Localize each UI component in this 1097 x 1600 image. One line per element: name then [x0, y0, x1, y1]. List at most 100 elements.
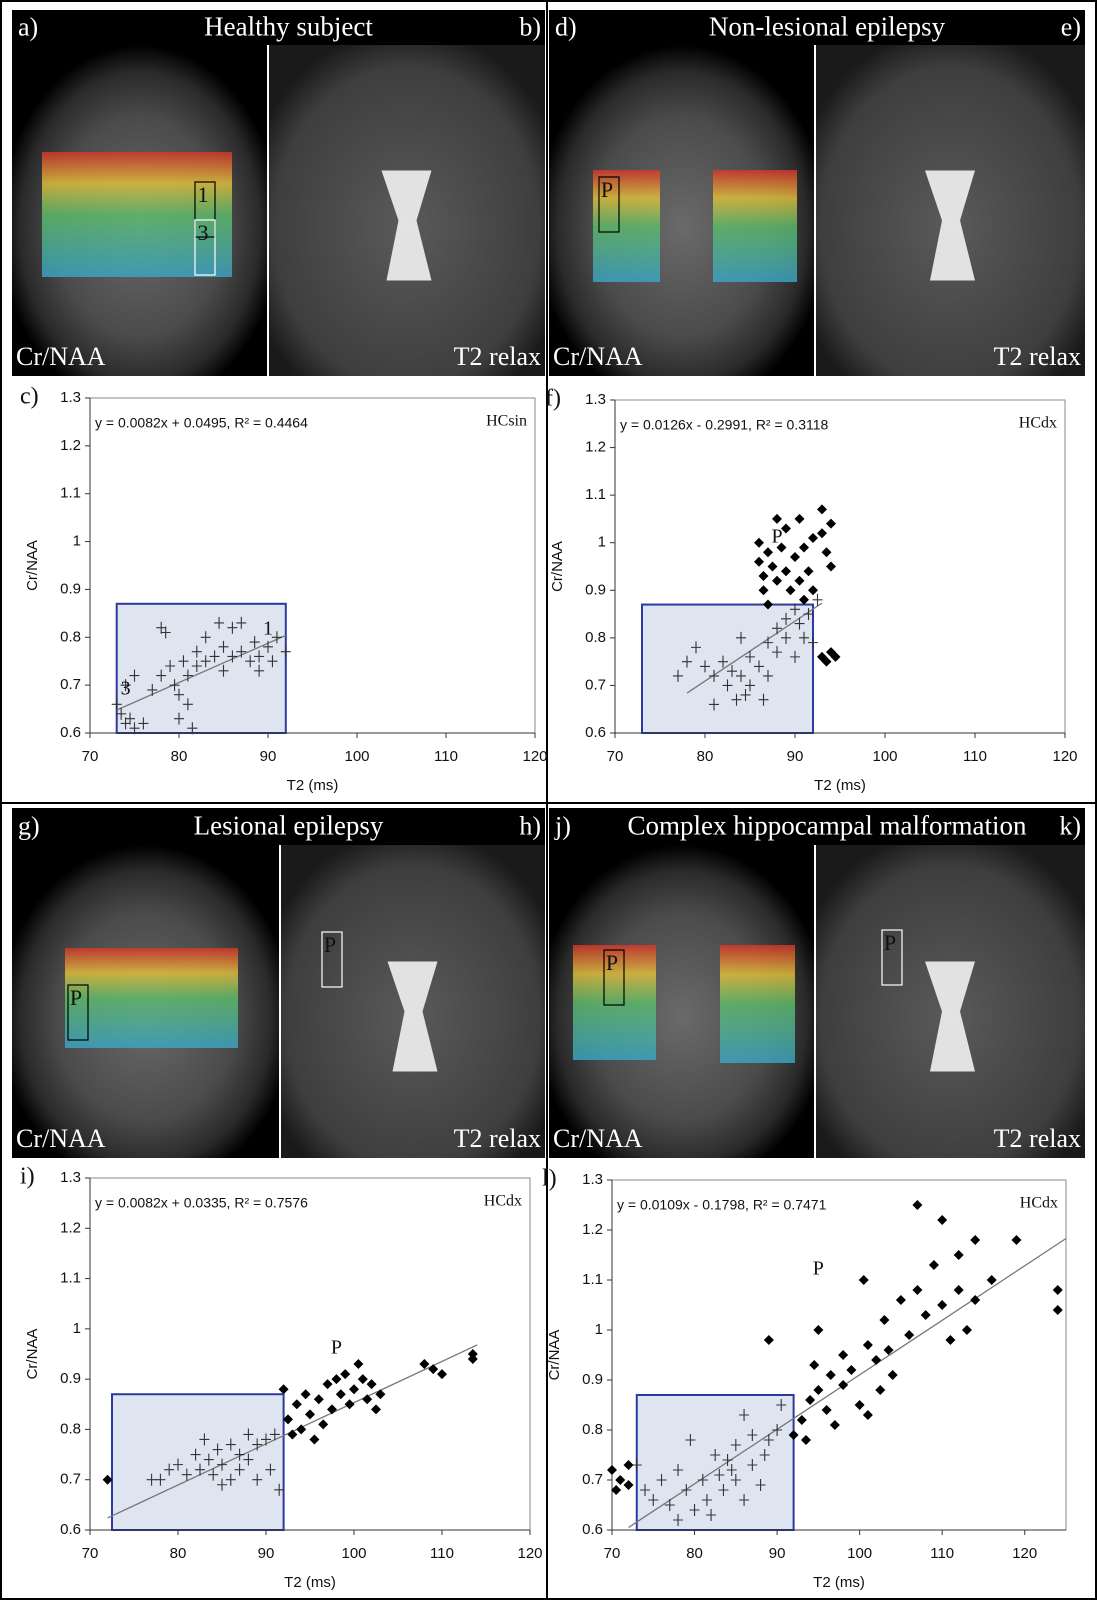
y-tick-label: 0.6 — [60, 1521, 81, 1538]
point — [803, 608, 814, 621]
label-right: e) — [1061, 12, 1081, 41]
y-tick-label: 0.8 — [60, 628, 81, 645]
x-tick-label: 90 — [258, 1545, 275, 1562]
point — [225, 1438, 236, 1451]
x-tick-label: 80 — [686, 1545, 703, 1562]
point — [357, 1374, 368, 1385]
roi-label: P — [884, 930, 896, 955]
y-tick-label: 0.8 — [585, 629, 606, 646]
x-tick-label: 70 — [82, 1545, 99, 1562]
label-right: h) — [519, 811, 541, 840]
point — [218, 664, 229, 677]
roi-label: P — [324, 932, 336, 957]
point — [340, 1369, 351, 1380]
point — [249, 636, 260, 649]
point — [745, 650, 755, 663]
point — [212, 1443, 223, 1456]
point — [331, 1374, 342, 1385]
point — [800, 1435, 811, 1445]
point — [731, 693, 742, 706]
point — [710, 1449, 721, 1461]
x-tick-label: 120 — [517, 1545, 542, 1562]
point — [794, 617, 805, 630]
point — [218, 640, 229, 653]
point — [371, 1404, 381, 1415]
point — [730, 1474, 741, 1486]
point — [813, 1325, 824, 1335]
roi-outline — [603, 949, 625, 1006]
point — [763, 636, 773, 649]
label-left: j) — [554, 811, 571, 840]
y-tick-label: 1.2 — [60, 437, 81, 454]
point — [700, 660, 710, 673]
point — [747, 1429, 758, 1441]
point — [623, 1480, 634, 1490]
point — [615, 1475, 626, 1485]
y-axis-label: Cr/NAA — [549, 541, 566, 592]
point — [1052, 1285, 1063, 1295]
point — [821, 1405, 832, 1415]
roi-label: P — [606, 950, 618, 975]
highlight-box — [115, 602, 287, 734]
point — [208, 1468, 219, 1481]
y-tick-label: 0.9 — [585, 581, 606, 598]
y-tick-label: 0.8 — [582, 1421, 603, 1438]
point — [776, 542, 787, 553]
x-tick-label: 110 — [930, 1545, 954, 1562]
equation: y = 0.0082x + 0.0495, R² = 0.4464 — [95, 415, 308, 431]
point — [146, 1473, 157, 1486]
point — [808, 532, 818, 543]
point — [178, 655, 189, 668]
point — [745, 679, 755, 692]
ventricle — [381, 170, 432, 281]
y-tick-label: 0.6 — [60, 724, 81, 741]
roi-outline — [881, 929, 903, 986]
point — [682, 655, 692, 668]
x-tick-label: 100 — [847, 1545, 872, 1562]
point — [327, 1404, 337, 1415]
point — [313, 1394, 324, 1405]
point — [767, 561, 778, 572]
point — [199, 1433, 210, 1446]
point — [252, 1473, 263, 1486]
caption-right: T2 relax — [994, 1124, 1081, 1153]
point — [796, 1415, 807, 1425]
point — [781, 631, 791, 644]
point — [200, 655, 211, 668]
point — [763, 547, 773, 558]
point — [160, 626, 171, 639]
point — [799, 594, 809, 605]
region-label: HCdx — [1019, 415, 1057, 432]
x-tick-label: 110 — [434, 748, 458, 765]
point — [648, 1494, 659, 1506]
point — [826, 561, 836, 572]
point — [772, 575, 782, 586]
caption-right: T2 relax — [994, 342, 1081, 371]
point — [883, 1345, 894, 1355]
point — [970, 1295, 981, 1305]
point — [1052, 1305, 1063, 1315]
point — [772, 646, 782, 659]
point — [776, 1399, 787, 1411]
roi-label: P — [70, 985, 82, 1010]
point — [318, 1419, 329, 1430]
point — [129, 669, 140, 682]
point — [858, 1275, 869, 1285]
point — [862, 1340, 873, 1350]
point — [195, 1463, 205, 1476]
label-left: a) — [18, 12, 38, 41]
point — [1011, 1235, 1022, 1245]
point — [808, 585, 818, 596]
point — [739, 1494, 750, 1506]
trend-line — [116, 634, 287, 711]
ventricle — [925, 961, 975, 1072]
point — [300, 1389, 311, 1400]
point — [344, 1399, 355, 1410]
ventricle — [925, 170, 975, 281]
y-tick-label: 1.1 — [60, 485, 81, 502]
point — [243, 1453, 254, 1466]
point — [174, 688, 184, 701]
point — [912, 1285, 923, 1295]
point — [895, 1295, 906, 1305]
